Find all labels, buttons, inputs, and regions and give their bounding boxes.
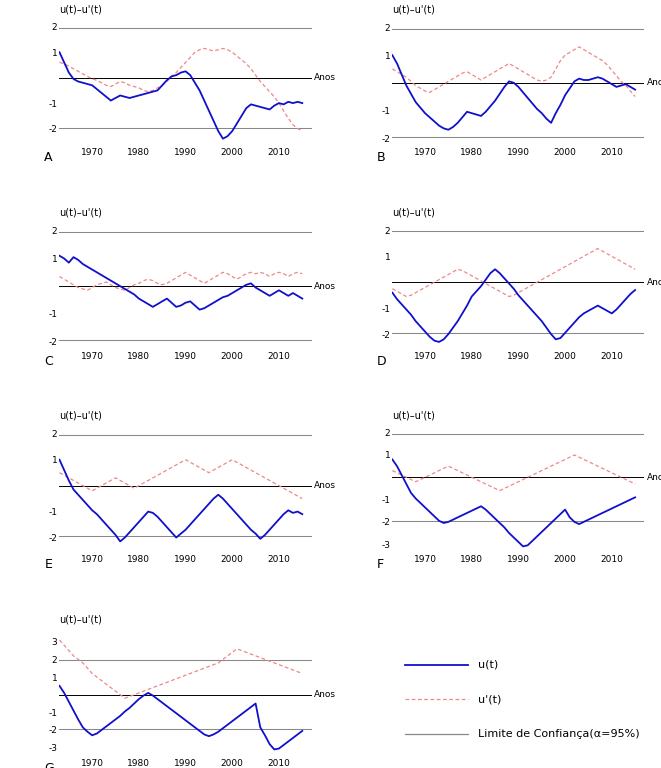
Text: u(t)–u'(t): u(t)–u'(t) (59, 411, 102, 421)
Text: Anos: Anos (647, 473, 661, 482)
Text: u(t)–u'(t): u(t)–u'(t) (59, 207, 102, 217)
Text: Anos: Anos (314, 481, 336, 490)
Text: F: F (377, 558, 384, 571)
Text: u'(t): u'(t) (478, 694, 502, 704)
Text: Anos: Anos (314, 282, 336, 290)
Text: u(t)–u'(t): u(t)–u'(t) (393, 411, 435, 421)
Text: u(t)–u'(t): u(t)–u'(t) (393, 4, 435, 14)
Text: Anos: Anos (647, 278, 661, 286)
Text: A: A (44, 151, 53, 164)
Text: B: B (377, 151, 386, 164)
Text: G: G (44, 762, 54, 768)
Text: u(t)–u'(t): u(t)–u'(t) (59, 4, 102, 14)
Text: u(t)–u'(t): u(t)–u'(t) (393, 207, 435, 217)
Text: Anos: Anos (314, 690, 336, 699)
Text: D: D (377, 355, 387, 368)
Text: Anos: Anos (314, 73, 336, 82)
Text: E: E (44, 558, 52, 571)
Text: u(t): u(t) (478, 660, 498, 670)
Text: Anos: Anos (647, 78, 661, 88)
Text: Limite de Confiança(α=95%): Limite de Confiança(α=95%) (478, 729, 640, 739)
Text: C: C (44, 355, 53, 368)
Text: u(t)–u'(t): u(t)–u'(t) (59, 614, 102, 624)
